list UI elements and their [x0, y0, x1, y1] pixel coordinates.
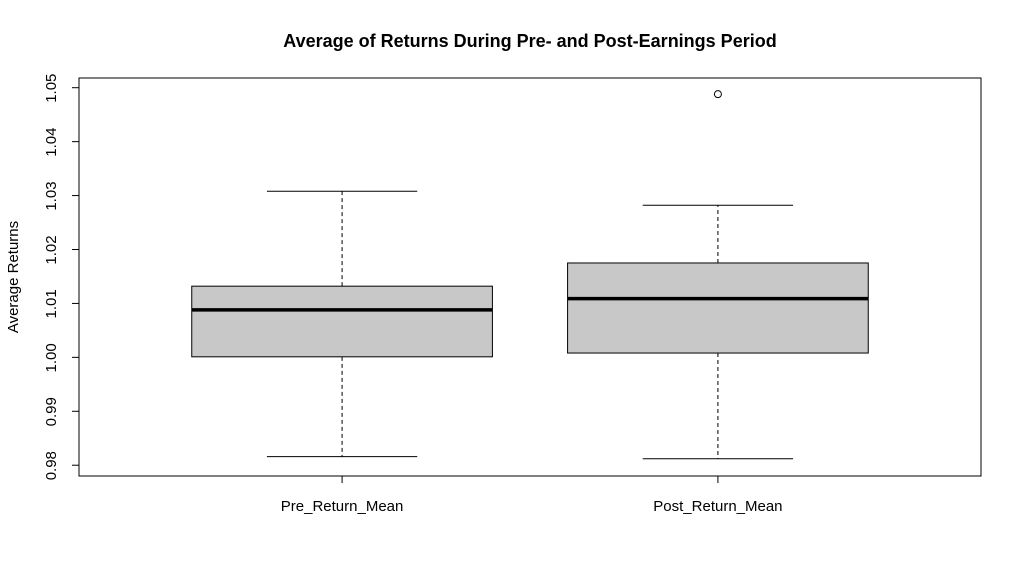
y-tick-label: 1.00 [43, 343, 60, 372]
y-axis-label: Average Returns [5, 221, 22, 333]
y-tick-label: 0.98 [43, 451, 60, 480]
y-tick-label: 1.01 [43, 289, 60, 318]
x-tick-label: Post_Return_Mean [653, 498, 782, 515]
y-axis: 0.98 0.99 1.00 1.01 1.02 1.03 1.04 1.05 [43, 74, 80, 480]
interquartile-box [191, 285, 493, 358]
box-series [191, 90, 869, 460]
y-tick-label: 1.03 [43, 181, 60, 210]
chart-title: Average of Returns During Pre- and Post-… [283, 31, 776, 51]
x-axis: Pre_Return_Mean Post_Return_Mean [281, 475, 783, 515]
interquartile-box [567, 262, 869, 354]
y-tick-label: 1.05 [43, 74, 60, 103]
y-tick-label: 1.04 [43, 128, 60, 157]
box-post-return-mean [567, 90, 869, 460]
box-pre-return-mean [191, 190, 493, 458]
y-tick-label: 1.02 [43, 235, 60, 264]
outlier-point [713, 90, 722, 99]
y-tick-label: 0.99 [43, 397, 60, 426]
x-tick-label: Pre_Return_Mean [281, 498, 404, 515]
